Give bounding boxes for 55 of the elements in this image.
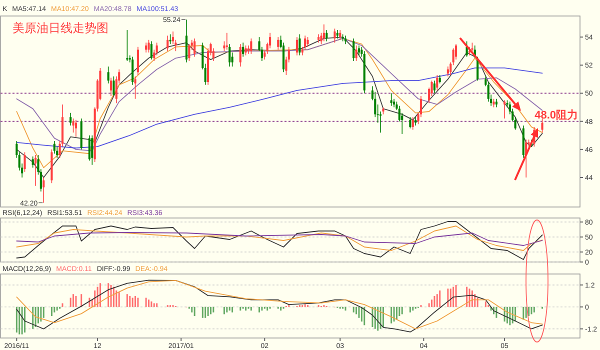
candlestick: [148, 39, 150, 53]
candlestick: [339, 30, 342, 40]
candlestick: [242, 42, 244, 58]
candlestick: [132, 56, 134, 86]
candlestick: [126, 30, 128, 62]
candlestick: [352, 38, 355, 62]
candlestick: [136, 46, 139, 76]
candlestick: [107, 66, 110, 84]
candlestick: [296, 36, 298, 56]
candlestick: [53, 140, 56, 154]
candlestick: [412, 116, 414, 130]
annotation: 48.0阻力: [534, 108, 578, 122]
candlestick: [334, 28, 336, 44]
candlestick: [110, 77, 112, 96]
candlestick: [476, 56, 479, 82]
candlestick: [88, 134, 90, 162]
candlestick: [436, 74, 438, 91]
candlestick: [42, 177, 45, 204]
candlestick: [166, 35, 169, 52]
candlestick: [112, 76, 115, 96]
candlestick: [326, 30, 328, 42]
candlestick: [228, 44, 231, 67]
candlestick: [145, 42, 148, 53]
candlestick: [358, 45, 360, 56]
candlestick: [32, 156, 34, 168]
chart-title: 美原油日线走势图: [12, 21, 108, 35]
candlestick: [70, 112, 72, 126]
candlestick: [150, 40, 152, 60]
candlestick: [277, 36, 280, 50]
candlestick: [72, 118, 74, 133]
candlestick: [194, 38, 196, 58]
candlestick: [244, 45, 247, 56]
candlestick: [24, 152, 26, 172]
candlestick: [446, 66, 449, 77]
candlestick: [250, 38, 252, 54]
candlestick: [226, 32, 228, 50]
candlestick: [306, 36, 309, 48]
candlestick: [34, 154, 37, 186]
candlestick: [298, 34, 301, 56]
line-series: [16, 221, 543, 260]
candlestick: [188, 44, 190, 62]
candlestick: [355, 45, 358, 62]
candlestick: [169, 34, 172, 44]
candlestick: [91, 134, 94, 166]
candlestick: [541, 118, 544, 133]
line-series: [16, 226, 543, 251]
candlestick: [322, 24, 325, 42]
candlestick: [239, 44, 242, 67]
candlestick: [433, 80, 436, 94]
candlestick: [503, 100, 506, 119]
candlestick: [134, 76, 136, 100]
line-series: [16, 232, 543, 246]
candlestick: [409, 116, 412, 129]
candlestick: [185, 19, 188, 63]
candlestick: [74, 120, 78, 138]
